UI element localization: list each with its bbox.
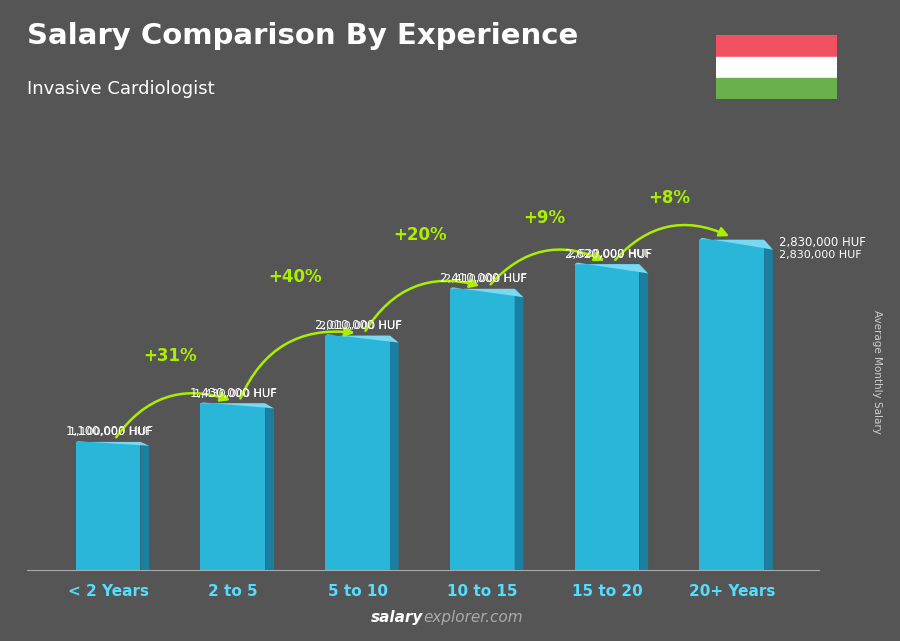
Text: 1,430,000 HUF: 1,430,000 HUF: [194, 388, 276, 399]
Text: +31%: +31%: [144, 347, 197, 365]
Polygon shape: [140, 442, 149, 570]
Bar: [716, 56, 837, 78]
Polygon shape: [515, 289, 524, 570]
Text: 1,100,000 HUF: 1,100,000 HUF: [66, 426, 153, 438]
Polygon shape: [574, 263, 648, 274]
Bar: [716, 78, 837, 99]
Bar: [201, 403, 266, 570]
Polygon shape: [639, 264, 648, 570]
Text: Salary Comparison By Experience: Salary Comparison By Experience: [27, 22, 578, 51]
Polygon shape: [699, 238, 773, 249]
Polygon shape: [76, 441, 149, 445]
Bar: [76, 442, 140, 570]
Text: explorer.com: explorer.com: [423, 610, 523, 625]
Text: 2,830,000 HUF: 2,830,000 HUF: [779, 249, 861, 260]
Bar: [574, 264, 639, 570]
Text: 2,410,000 HUF: 2,410,000 HUF: [440, 272, 527, 285]
Bar: [325, 335, 390, 570]
Text: +20%: +20%: [393, 226, 446, 244]
Text: 1,430,000 HUF: 1,430,000 HUF: [191, 387, 277, 400]
Text: 1,100,000 HUF: 1,100,000 HUF: [69, 427, 152, 437]
Text: 2,010,000 HUF: 2,010,000 HUF: [315, 319, 402, 332]
Text: +9%: +9%: [524, 209, 566, 227]
Text: Average Monthly Salary: Average Monthly Salary: [872, 310, 883, 434]
Text: +8%: +8%: [648, 189, 690, 207]
Text: +40%: +40%: [268, 269, 322, 287]
Text: 2,410,000 HUF: 2,410,000 HUF: [444, 274, 526, 284]
Text: 2,620,000 HUF: 2,620,000 HUF: [568, 249, 651, 260]
Text: 2,620,000 HUF: 2,620,000 HUF: [564, 247, 652, 261]
Text: 2,010,000 HUF: 2,010,000 HUF: [319, 320, 401, 331]
Polygon shape: [325, 334, 399, 342]
Text: 2,830,000 HUF: 2,830,000 HUF: [779, 236, 866, 249]
Polygon shape: [201, 403, 274, 408]
Polygon shape: [450, 287, 524, 297]
Bar: [699, 240, 764, 570]
Bar: [450, 289, 515, 570]
Bar: [716, 35, 837, 56]
Text: salary: salary: [371, 610, 423, 625]
Polygon shape: [266, 403, 274, 570]
Polygon shape: [764, 240, 773, 570]
Polygon shape: [390, 335, 399, 570]
Text: Invasive Cardiologist: Invasive Cardiologist: [27, 80, 214, 98]
